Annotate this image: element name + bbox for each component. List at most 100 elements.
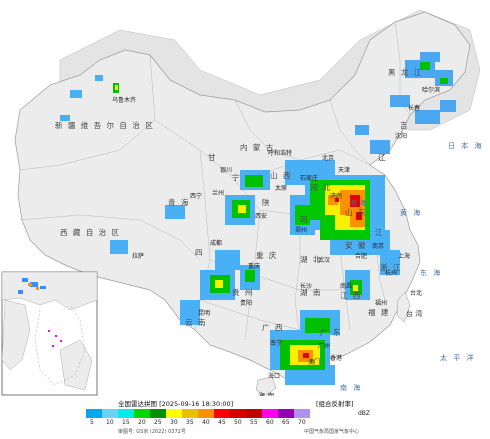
city-label-changsha: 长沙: [300, 282, 312, 290]
city-label-harbin: 哈尔滨: [422, 86, 440, 94]
tick-label: 60: [266, 419, 274, 426]
city-label-kunming: 昆明: [198, 310, 210, 317]
region-label-sichuan: 四: [195, 248, 204, 257]
city-label-shenyang: 沈阳: [395, 132, 407, 140]
city-label-fuzhou: 福州: [375, 299, 387, 307]
city-label-nanning: 南宁: [270, 339, 282, 347]
region-label-henan: 河: [300, 215, 309, 224]
legend-title: 全国雷达拼图 [2025-09-16 18:30:00]: [118, 400, 234, 408]
south-china-sea-inset: [1, 271, 98, 396]
region-label-hunan: 湖 南: [300, 287, 322, 297]
map-labels: 新 疆 维 吾 尔 自 治 区 西 藏 自 治 区 青 海 甘 内 蒙 古 黑 …: [55, 67, 483, 400]
sea-label-south: 南 海: [340, 383, 362, 392]
region-label-liaoning: 辽: [378, 153, 387, 162]
city-label-guiyang: 贵阳: [240, 299, 252, 307]
region-label-guangxi: 广 西: [262, 322, 284, 332]
city-label-haikou: 海口: [268, 372, 280, 380]
tick-label: 30: [170, 419, 178, 426]
color-scale-ticks: 5 10 15 20 25 30 35 40 45 50 55 60 65 70: [82, 419, 392, 427]
sea-label-bohai: 渤海: [350, 198, 368, 207]
color-swatch-5: [86, 409, 102, 418]
region-label-guangdong: 广 东: [320, 327, 342, 337]
region-label-anhui: 安 徽: [345, 240, 367, 250]
region-label-neimeng: 内 蒙 古: [240, 142, 275, 152]
region-label-fujian: 福 建: [368, 307, 390, 317]
tick-label: 70: [298, 419, 306, 426]
issuer-label: 中国气象局国家气象中心: [304, 429, 360, 435]
sea-area: [380, 120, 490, 395]
approval-code: 审图号: GS京 (2022) 0372号: [118, 429, 186, 435]
color-swatch-65: [278, 409, 294, 418]
tick-label: 55: [250, 419, 258, 426]
region-label-shaanxi: 陕: [262, 197, 271, 207]
city-label-urumqi: 乌鲁木齐: [112, 96, 136, 104]
region-label-chongqing: 重 庆: [256, 250, 278, 260]
city-label-hohhot: 呼和浩特: [268, 149, 292, 157]
region-label-guizhou: 贵 州: [232, 287, 254, 297]
region-label-xizang: 西 藏 自 治 区: [60, 227, 121, 237]
color-swatch-70: [294, 409, 310, 418]
city-label-xining: 西宁: [190, 192, 202, 200]
region-label-gansu: 甘: [208, 152, 217, 162]
city-label-tianjin: 天津: [338, 167, 350, 174]
color-swatch-30: [166, 409, 182, 418]
color-swatch-25: [150, 409, 166, 418]
region-label-hebei: 河 北: [310, 183, 332, 192]
tick-label: 10: [106, 419, 114, 426]
region-label-shanxi: 山 西: [270, 170, 292, 180]
sea-label-japan: 日 本 海: [448, 141, 483, 150]
color-swatch-40: [198, 409, 214, 418]
city-label-chongqing: 重庆: [248, 262, 260, 270]
city-label-changchun: 长春: [408, 104, 420, 112]
product-name: [组合反射率]: [316, 400, 354, 408]
region-label-heilongjiang: 黑 龙 江: [388, 67, 423, 77]
city-label-zhengzhou: 郑州: [295, 226, 307, 234]
color-swatch-50: [230, 409, 246, 418]
taiwan-island: [396, 291, 411, 323]
region-label-taiwan: 台 湾: [406, 309, 422, 318]
city-label-jinan: 济南: [330, 192, 342, 200]
city-label-chengdu: 成都: [210, 239, 222, 247]
sea-label-pacific: 太 平 洋: [440, 353, 475, 362]
city-label-shijiazhuang: 石家庄: [300, 174, 318, 182]
tick-label: 15: [122, 419, 130, 426]
color-scale-bar: [86, 409, 310, 418]
region-label-jiangxi: 江 西: [340, 291, 362, 300]
hainan-island: [255, 376, 277, 396]
city-label-shanghai: 上海: [398, 252, 410, 260]
tick-label: 45: [218, 419, 226, 426]
tick-label: 20: [138, 419, 146, 426]
region-label-jiangsu: 江: [375, 228, 384, 237]
city-label-wuhan: 武汉: [318, 256, 330, 264]
city-label-lhasa: 拉萨: [132, 252, 144, 260]
city-label-hefei: 合肥: [355, 252, 367, 260]
city-label-nanjing: 南京: [372, 242, 384, 250]
color-swatch-20: [134, 409, 150, 418]
color-swatch-55: [246, 409, 262, 418]
region-label-xinjiang: 新 疆 维 吾 尔 自 治 区: [55, 120, 154, 130]
tick-label: 35: [186, 419, 194, 426]
tick-label: 65: [282, 419, 290, 426]
tick-label: 50: [234, 419, 242, 426]
tick-label: 5: [90, 419, 94, 426]
color-swatch-10: [102, 409, 118, 418]
city-label-macau: 澳门: [308, 358, 320, 366]
tick-label: 40: [202, 419, 210, 426]
city-label-hongkong: 香港: [330, 354, 342, 362]
city-label-taipei: 台北: [410, 289, 422, 297]
city-label-yinchuan: 银川: [220, 166, 232, 174]
region-label-zhejiang: 浙 江: [380, 262, 402, 272]
city-label-lanzhou: 兰州: [212, 189, 224, 197]
color-swatch-15: [118, 409, 134, 418]
city-label-guangzhou: 广州: [318, 342, 330, 350]
color-swatch-45: [214, 409, 230, 418]
color-swatch-35: [182, 409, 198, 418]
region-label-qinghai: 青 海: [168, 197, 190, 207]
region-label-ningxia: 宁: [232, 172, 241, 182]
region-label-jilin: 吉: [400, 121, 409, 130]
region-label-hubei: 湖 北: [300, 255, 322, 264]
region-label-shandong: 山 东: [345, 207, 367, 217]
city-label-hangzhou: 杭州: [385, 269, 397, 277]
city-label-xian: 西安: [255, 212, 267, 220]
